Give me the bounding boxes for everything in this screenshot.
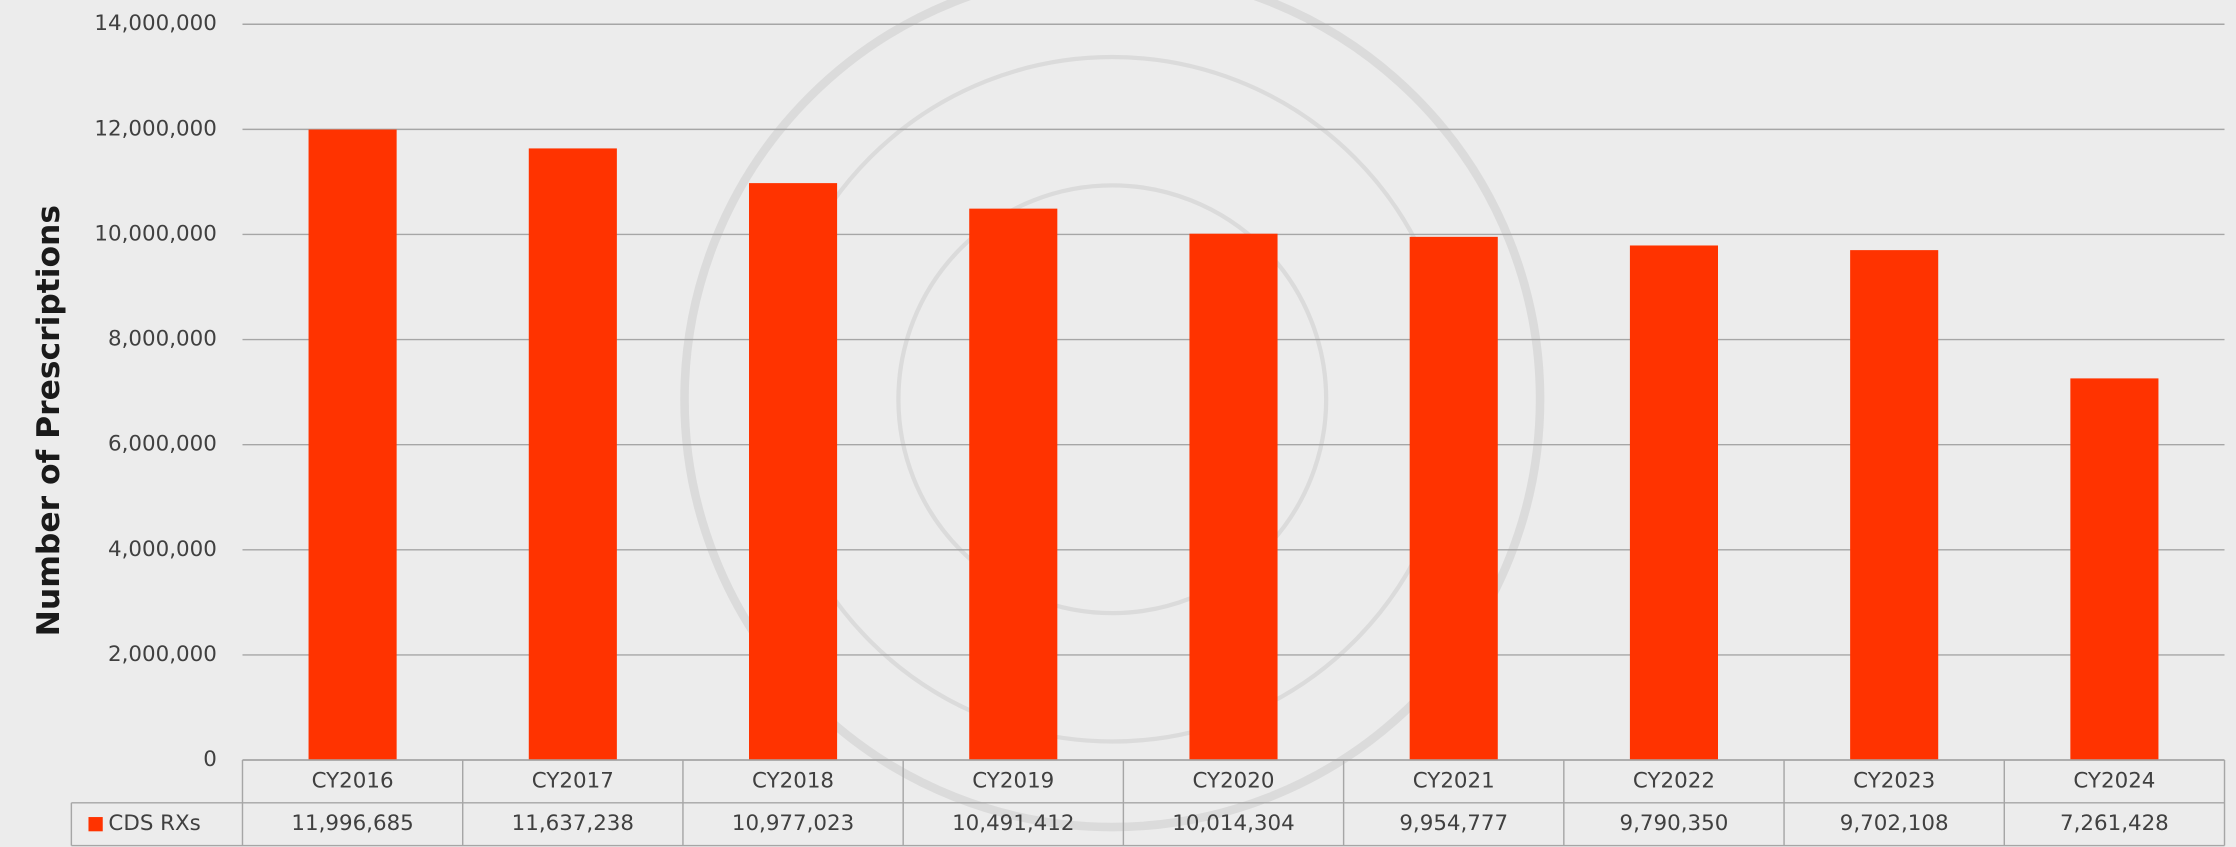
x-tick-label: CY2018 bbox=[752, 768, 834, 793]
y-tick-label: 12,000,000 bbox=[94, 116, 216, 141]
bar bbox=[969, 208, 1058, 761]
legend-label: CDS RXs bbox=[108, 811, 200, 836]
bar bbox=[1189, 233, 1278, 761]
data-table-value: 9,702,108 bbox=[1840, 811, 1949, 836]
x-tick-label: CY2016 bbox=[312, 768, 394, 793]
x-tick-label: CY2017 bbox=[532, 768, 614, 793]
data-table-value: 7,261,428 bbox=[2060, 811, 2169, 836]
legend-swatch bbox=[88, 817, 103, 832]
y-axis-title: Number of Prescriptions bbox=[31, 205, 67, 636]
x-tick-label: CY2020 bbox=[1192, 768, 1274, 793]
data-table-value: 9,790,350 bbox=[1620, 811, 1729, 836]
bar bbox=[528, 148, 617, 761]
bar bbox=[749, 183, 838, 761]
data-table-value: 9,954,777 bbox=[1399, 811, 1508, 836]
y-tick-label: 10,000,000 bbox=[94, 221, 216, 246]
y-tick-label: 14,000,000 bbox=[94, 11, 216, 36]
y-tick-label: 0 bbox=[203, 747, 217, 772]
bar bbox=[308, 129, 397, 761]
y-tick-label: 2,000,000 bbox=[108, 642, 217, 667]
data-table-value: 11,996,685 bbox=[291, 811, 413, 836]
x-tick-label: CY2022 bbox=[1633, 768, 1715, 793]
bar bbox=[1409, 236, 1498, 761]
x-tick-label: CY2023 bbox=[1853, 768, 1935, 793]
bar bbox=[1629, 245, 1718, 761]
x-tick-label: CY2019 bbox=[972, 768, 1054, 793]
data-table-value: 10,977,023 bbox=[732, 811, 854, 836]
y-tick-label: 6,000,000 bbox=[108, 432, 217, 457]
bar bbox=[1850, 250, 1939, 761]
bar bbox=[2070, 378, 2159, 761]
x-tick-label: CY2024 bbox=[2073, 768, 2155, 793]
data-table-value: 10,014,304 bbox=[1172, 811, 1294, 836]
data-table-value: 11,637,238 bbox=[512, 811, 634, 836]
y-tick-label: 8,000,000 bbox=[108, 327, 217, 352]
data-table-value: 10,491,412 bbox=[952, 811, 1074, 836]
x-tick-label: CY2021 bbox=[1413, 768, 1495, 793]
y-tick-label: 4,000,000 bbox=[108, 537, 217, 562]
